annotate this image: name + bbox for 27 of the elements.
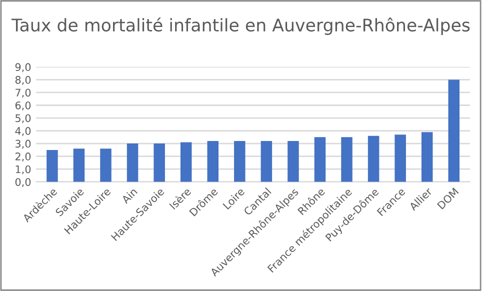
bar [46,150,58,182]
y-tick-label: 8,0 [15,76,31,85]
y-tick-label: 9,0 [15,63,31,72]
bar [100,148,112,182]
bar [73,148,85,182]
bar [234,141,246,182]
y-tick-label: 4,0 [15,127,31,136]
bar [126,144,138,182]
bar [341,137,352,182]
bar [288,141,299,182]
y-tick-label: 7,0 [16,88,31,98]
y-tick-label: 3,0 [16,140,31,149]
chart-title: Taux de mortalité infantile en Auvergne-Rhône-Alpes [11,17,470,35]
bar [368,136,380,182]
bar [180,142,192,182]
bar [394,134,406,182]
y-tick-label: 5,0 [16,114,31,124]
y-tick-label: 1,0 [16,165,31,174]
y-tick-label: 0,0 [15,178,31,188]
bar [154,144,165,182]
bar [314,137,326,182]
bar [260,141,272,182]
y-tick-label: 6,0 [15,101,31,110]
bar [421,132,433,182]
bar [448,80,460,182]
bar [207,141,219,182]
y-tick-label: 2,0 [15,152,31,162]
